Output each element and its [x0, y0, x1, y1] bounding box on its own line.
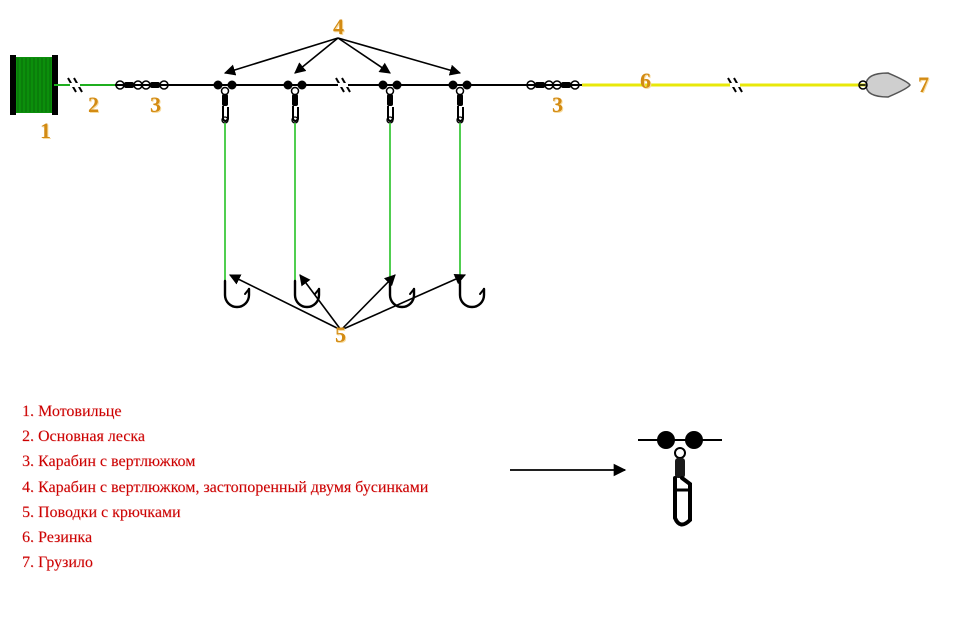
arrow-5 — [300, 275, 341, 330]
beaded-swivel — [284, 81, 307, 122]
legend-item-5: 5. Поводки с крючками — [22, 501, 428, 524]
detail-bead — [657, 431, 675, 449]
detail-bead — [685, 431, 703, 449]
legend-item-7: 7. Грузило — [22, 551, 428, 574]
legend-item-3: 3. Карабин с вертлюжком — [22, 450, 428, 473]
arrow-5 — [341, 275, 395, 330]
beaded-swivel — [379, 81, 402, 122]
detail-clasp — [675, 478, 690, 525]
arrow-4 — [225, 38, 338, 73]
detail-swivel-body — [675, 458, 685, 478]
legend-list: 1. Мотовильце2. Основная леска3. Карабин… — [22, 400, 428, 576]
legend-item-1: 1. Мотовильце — [22, 400, 428, 423]
arrow-4 — [295, 38, 338, 73]
beaded-swivel — [214, 81, 237, 122]
beaded-swivel — [449, 81, 472, 122]
arrow-4 — [338, 38, 390, 73]
arrow-4 — [338, 38, 460, 73]
legend-item-4: 4. Карабин с вертлюжком, застопоренный д… — [22, 476, 428, 499]
legend-item-2: 2. Основная леска — [22, 425, 428, 448]
legend-item-6: 6. Резинка — [22, 526, 428, 549]
sinker-icon — [866, 73, 910, 97]
arrow-5 — [341, 275, 465, 330]
reel-flange-left — [10, 55, 16, 115]
